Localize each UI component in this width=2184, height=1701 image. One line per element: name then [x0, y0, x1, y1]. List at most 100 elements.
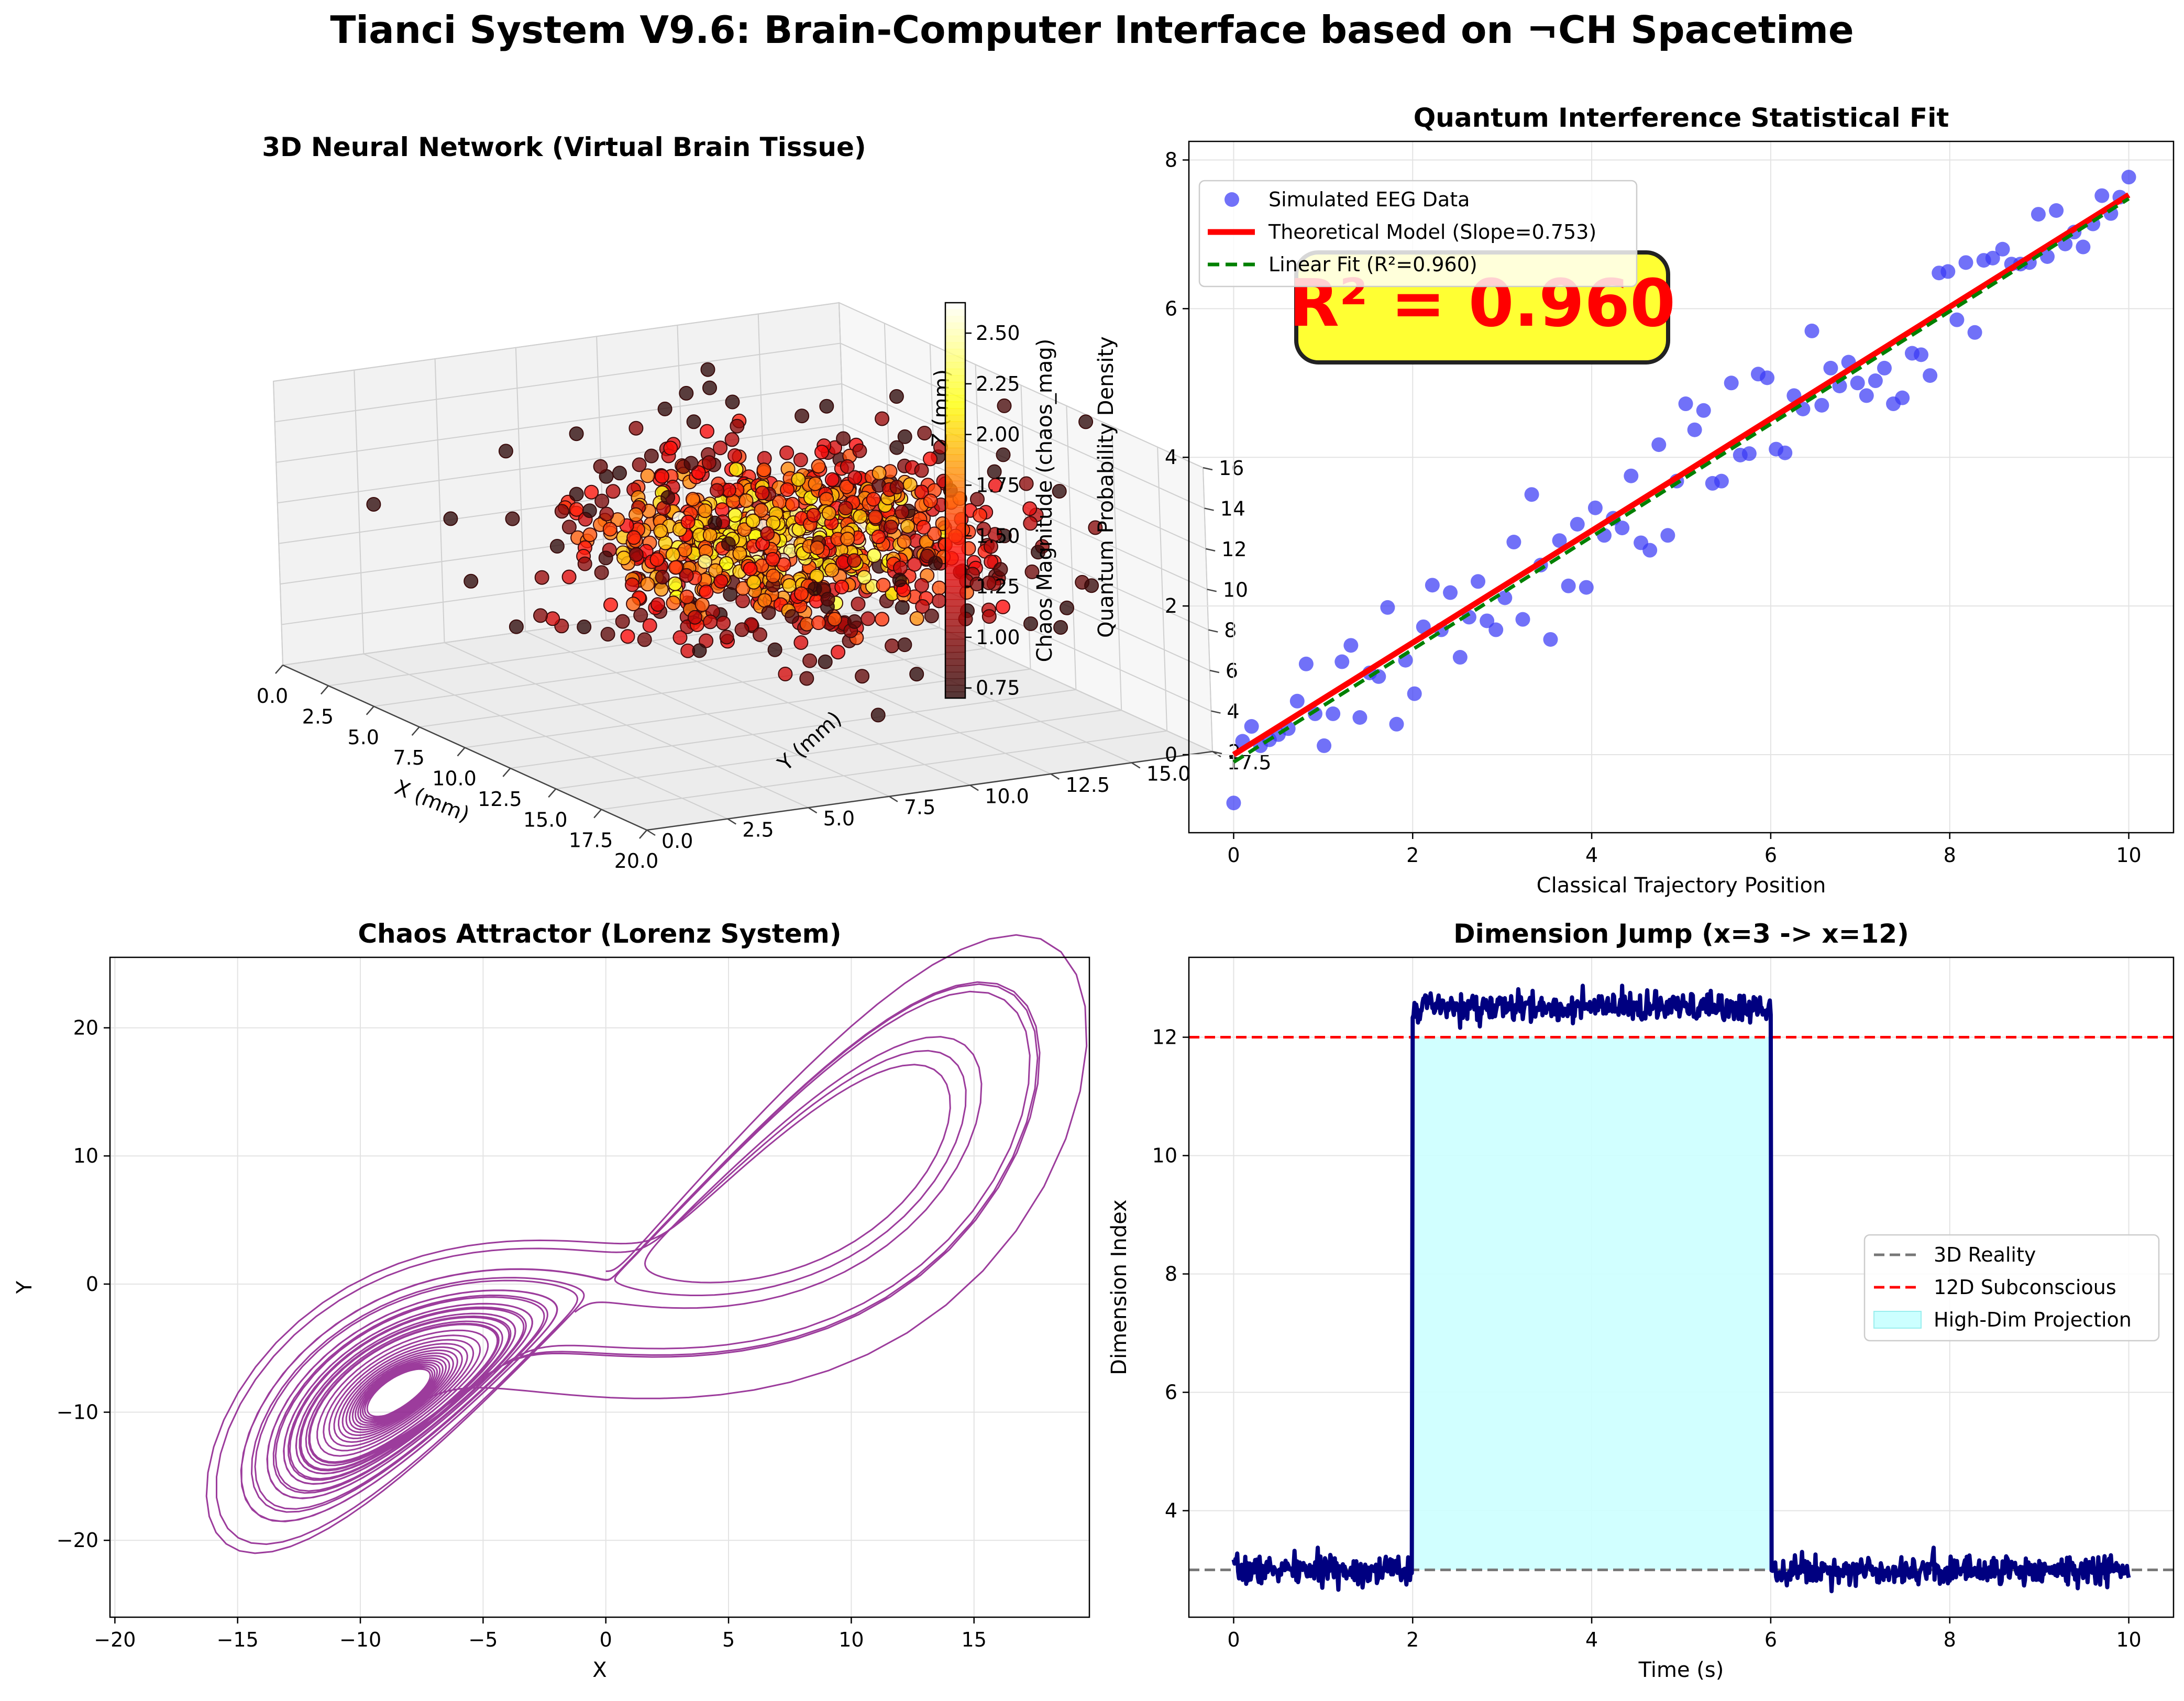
eeg-point — [1471, 574, 1486, 589]
axes-frame — [1188, 956, 2175, 1618]
eeg-point — [1660, 528, 1675, 543]
neuron-point — [626, 597, 641, 612]
eeg-point — [1515, 612, 1530, 627]
neuron-point — [745, 513, 760, 528]
colorbar-segment — [945, 684, 965, 692]
neuron-point — [683, 456, 699, 471]
grid-line-z — [841, 383, 1206, 549]
y-tick-label: 10 — [1152, 1144, 1177, 1167]
neuron-point — [626, 530, 642, 545]
theoretical-model-line — [1232, 192, 2131, 757]
neuron-point — [818, 654, 833, 669]
neuron-point — [1088, 520, 1103, 535]
x-tick-label: 6 — [1764, 844, 1777, 867]
eeg-point — [1678, 396, 1693, 412]
colorbar-segment — [945, 368, 965, 376]
plot-area — [1189, 984, 2174, 1594]
neuron-point — [831, 645, 846, 660]
neuron-point — [569, 487, 584, 502]
neuron-point — [875, 612, 890, 627]
eeg-point — [2040, 249, 2055, 264]
grid-line-y — [605, 620, 970, 786]
neuron-point — [889, 389, 904, 404]
grid-line-y — [434, 359, 445, 643]
x-tick-mark — [320, 685, 329, 695]
neuron-point — [760, 526, 775, 541]
grid-line-y — [444, 642, 809, 809]
grid-line-x — [1111, 426, 1122, 711]
neuron-point — [366, 497, 381, 512]
neuron-point — [838, 501, 853, 516]
neuron-point — [679, 589, 694, 604]
eeg-point — [1624, 468, 1639, 483]
neuron-point — [852, 443, 867, 458]
neuron-point — [780, 482, 795, 497]
neuron-point — [875, 411, 890, 426]
eeg-point — [1497, 590, 1513, 605]
colorbar-segment — [945, 605, 965, 613]
x-tick-label: 0 — [1227, 1628, 1240, 1651]
eeg-point — [1850, 375, 1865, 391]
grid-line-x — [465, 668, 1031, 748]
y-axis-line — [646, 750, 1213, 831]
colorbar-segment — [945, 507, 965, 514]
neuron-point — [821, 505, 836, 521]
neuron-point — [765, 552, 780, 567]
neuron-point — [897, 429, 912, 444]
x-tick-mark — [593, 809, 602, 819]
grid-line-x — [601, 730, 1167, 810]
neuron-point — [649, 552, 665, 567]
colorbar-tick-label: 2.25 — [976, 372, 1020, 395]
neuron-point — [810, 540, 825, 555]
eeg-point — [1914, 347, 1929, 362]
neuron-point — [892, 572, 907, 588]
eeg-point — [1244, 719, 1259, 734]
x-tick-label: 10 — [839, 1628, 864, 1651]
neuron-point — [663, 440, 678, 456]
colorbar-segment — [945, 638, 965, 646]
neuron-point — [915, 599, 930, 614]
colorbar-segment — [945, 309, 965, 317]
neuron-point — [811, 459, 826, 474]
z-tick-label: 14 — [1220, 497, 1245, 520]
neuron-point — [655, 469, 669, 484]
colorbar-segment — [945, 375, 965, 382]
colorbar: 0.75 1.00 1.25 1.50 1.75 2.00 2.25 2.50 Chaos Ma… — [944, 302, 1057, 700]
colorbar-segment — [945, 329, 965, 336]
neuron-point — [505, 511, 520, 526]
neuron-point — [996, 447, 1011, 462]
x-tick-label: −5 — [468, 1628, 498, 1651]
neuron-point — [932, 580, 947, 595]
eeg-point — [2049, 203, 2064, 218]
neuron-point — [703, 614, 718, 629]
neuron-point — [700, 424, 714, 439]
neuron-point — [612, 466, 627, 481]
z-tick-mark — [1205, 548, 1216, 552]
neuron-point — [897, 637, 912, 653]
neuron-point — [785, 609, 799, 624]
colorbar-segment — [945, 322, 965, 330]
grid-line-y — [354, 370, 365, 654]
neuron-point — [710, 483, 724, 498]
y-tick-label: 5.0 — [823, 807, 855, 830]
neuron-point — [793, 635, 809, 650]
colorbar-segment — [945, 651, 965, 659]
neuron-point — [889, 440, 905, 455]
neuron-point — [713, 574, 729, 589]
eeg-point — [1859, 388, 1874, 403]
neuron-point — [708, 515, 722, 531]
neuron-point — [778, 667, 793, 681]
colorbar-segment — [945, 586, 965, 593]
neuron-point — [577, 556, 592, 571]
neuron-point — [582, 527, 598, 543]
neuron-point — [640, 577, 655, 592]
z-tick-mark — [1207, 589, 1217, 592]
colorbar-segment — [945, 342, 965, 350]
grid-line-z — [844, 464, 1209, 631]
neuron-point — [1023, 516, 1038, 531]
neuron-point — [855, 669, 870, 684]
grid-line-x — [556, 710, 1122, 790]
neuron-point — [599, 506, 614, 522]
neuron-point — [885, 638, 900, 654]
y-tick-label: 15.0 — [1146, 762, 1191, 785]
